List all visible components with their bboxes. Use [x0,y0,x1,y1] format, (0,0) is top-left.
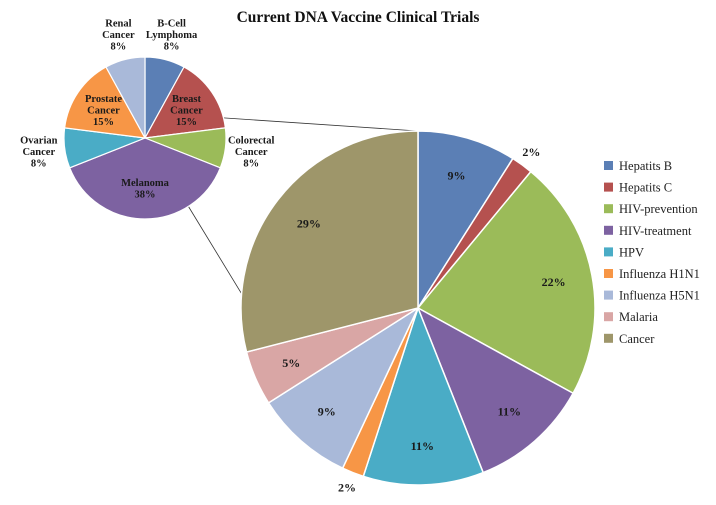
legend-label-malaria: Malaria [619,310,658,324]
legend-label-hepatits-b: Hepatits B [619,159,672,173]
legend-label-hepatits-c: Hepatits C [619,181,672,195]
data-label-hpv: 11% [411,439,434,453]
slice-renal-cancer [105,56,146,139]
main-pie: 9% 2% 22% 11% 11% 2% 9% 5% 29% [240,130,596,494]
data-label-hepatits-b: 9% [448,168,466,182]
chart-title: Current DNA Vaccine Clinical Trials [237,9,480,26]
data-label-melanoma: Melanoma 38% [121,178,170,201]
legend-label-influenza-h1n1: Influenza H1N1 [619,267,700,281]
legend-swatch-hiv-prevention [604,204,613,214]
data-label-malaria: 5% [282,356,300,370]
legend-swatch-hiv-treatment [604,225,613,235]
legend-label-hiv-treatment: HIV-treatment [619,224,692,238]
data-label-ovarian-cancer: Ovarian Cancer 8% [20,135,57,169]
legend-swatch-influenza-h1n1 [604,269,613,278]
legend: Hepatits B Hepatits C HIV-prevention HIV-tr… [604,159,700,346]
data-label-cancer: 29% [297,216,321,230]
data-label-influenza-h5n1: 9% [318,405,336,419]
slice-breast-cancer [143,66,227,139]
slice-hiv-treatment [416,306,575,474]
legend-label-hpv: HPV [619,245,644,259]
cancer-breakdown-pie: B-Cell Lymphoma 8% Breast Cancer 15% Colorecta… [20,18,275,220]
legend-label-cancer: Cancer [619,332,655,346]
slice-prostate-cancer [63,66,147,139]
slice-hepatits-b [417,130,514,311]
data-label-b-cell-lymphoma: B-Cell Lymphoma 8% [146,18,198,52]
data-label-prostate-cancer: Prostate Cancer 15% [85,94,122,128]
legend-label-hiv-prevention: HIV-prevention [619,202,698,216]
data-label-influenza-h1n1: 2% [338,480,356,494]
legend-swatch-influenza-h5n1 [604,290,613,300]
data-label-breast-cancer: Breast Cancer 15% [170,94,203,128]
data-label-colorectal-cancer: Colorectal Cancer 8% [228,135,275,169]
slice-hiv-prevention [416,170,596,395]
data-label-hiv-prevention: 22% [542,275,566,289]
slice-melanoma [68,137,222,220]
data-label-hepatits-c: 2% [522,145,540,159]
slice-influenza-h5n1 [267,305,420,470]
legend-swatch-hepatits-b [604,161,613,170]
legend-swatch-hpv [604,247,613,257]
slice-cancer [240,130,419,353]
legend-swatch-malaria [604,312,613,322]
legend-swatch-hepatits-c [604,182,613,192]
legend-swatch-cancer [604,333,613,343]
data-label-hiv-treatment: 11% [498,405,521,419]
connector-line-top [223,117,419,132]
legend-label-influenza-h5n1: Influenza H5N1 [619,289,700,303]
slice-hpv [362,305,485,486]
data-label-renal-cancer: Renal Cancer 8% [102,18,135,52]
